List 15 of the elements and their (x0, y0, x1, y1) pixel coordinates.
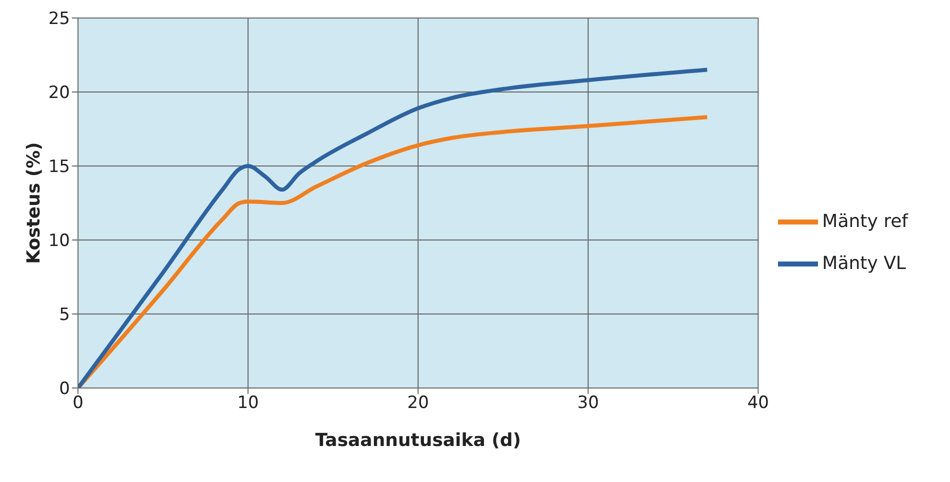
legend-label: Mänty ref (822, 211, 908, 232)
legend-label: Mänty VL (822, 253, 906, 274)
x-tick-label: 10 (237, 393, 259, 414)
x-tick-label: 30 (577, 393, 599, 414)
x-tick-label: 40 (747, 393, 769, 414)
y-tick-label: 15 (48, 157, 70, 178)
y-tick-label: 0 (59, 379, 70, 400)
x-tick-label: 0 (72, 393, 84, 414)
y-axis-title: Kosteus (%) (23, 142, 44, 264)
y-tick-label: 10 (48, 231, 70, 252)
y-tick-label: 20 (48, 83, 70, 104)
x-axis-title: Tasaannutusaika (d) (315, 430, 521, 451)
y-tick-label: 25 (48, 9, 70, 30)
y-tick-label: 5 (59, 305, 70, 326)
x-tick-label: 20 (407, 393, 429, 414)
